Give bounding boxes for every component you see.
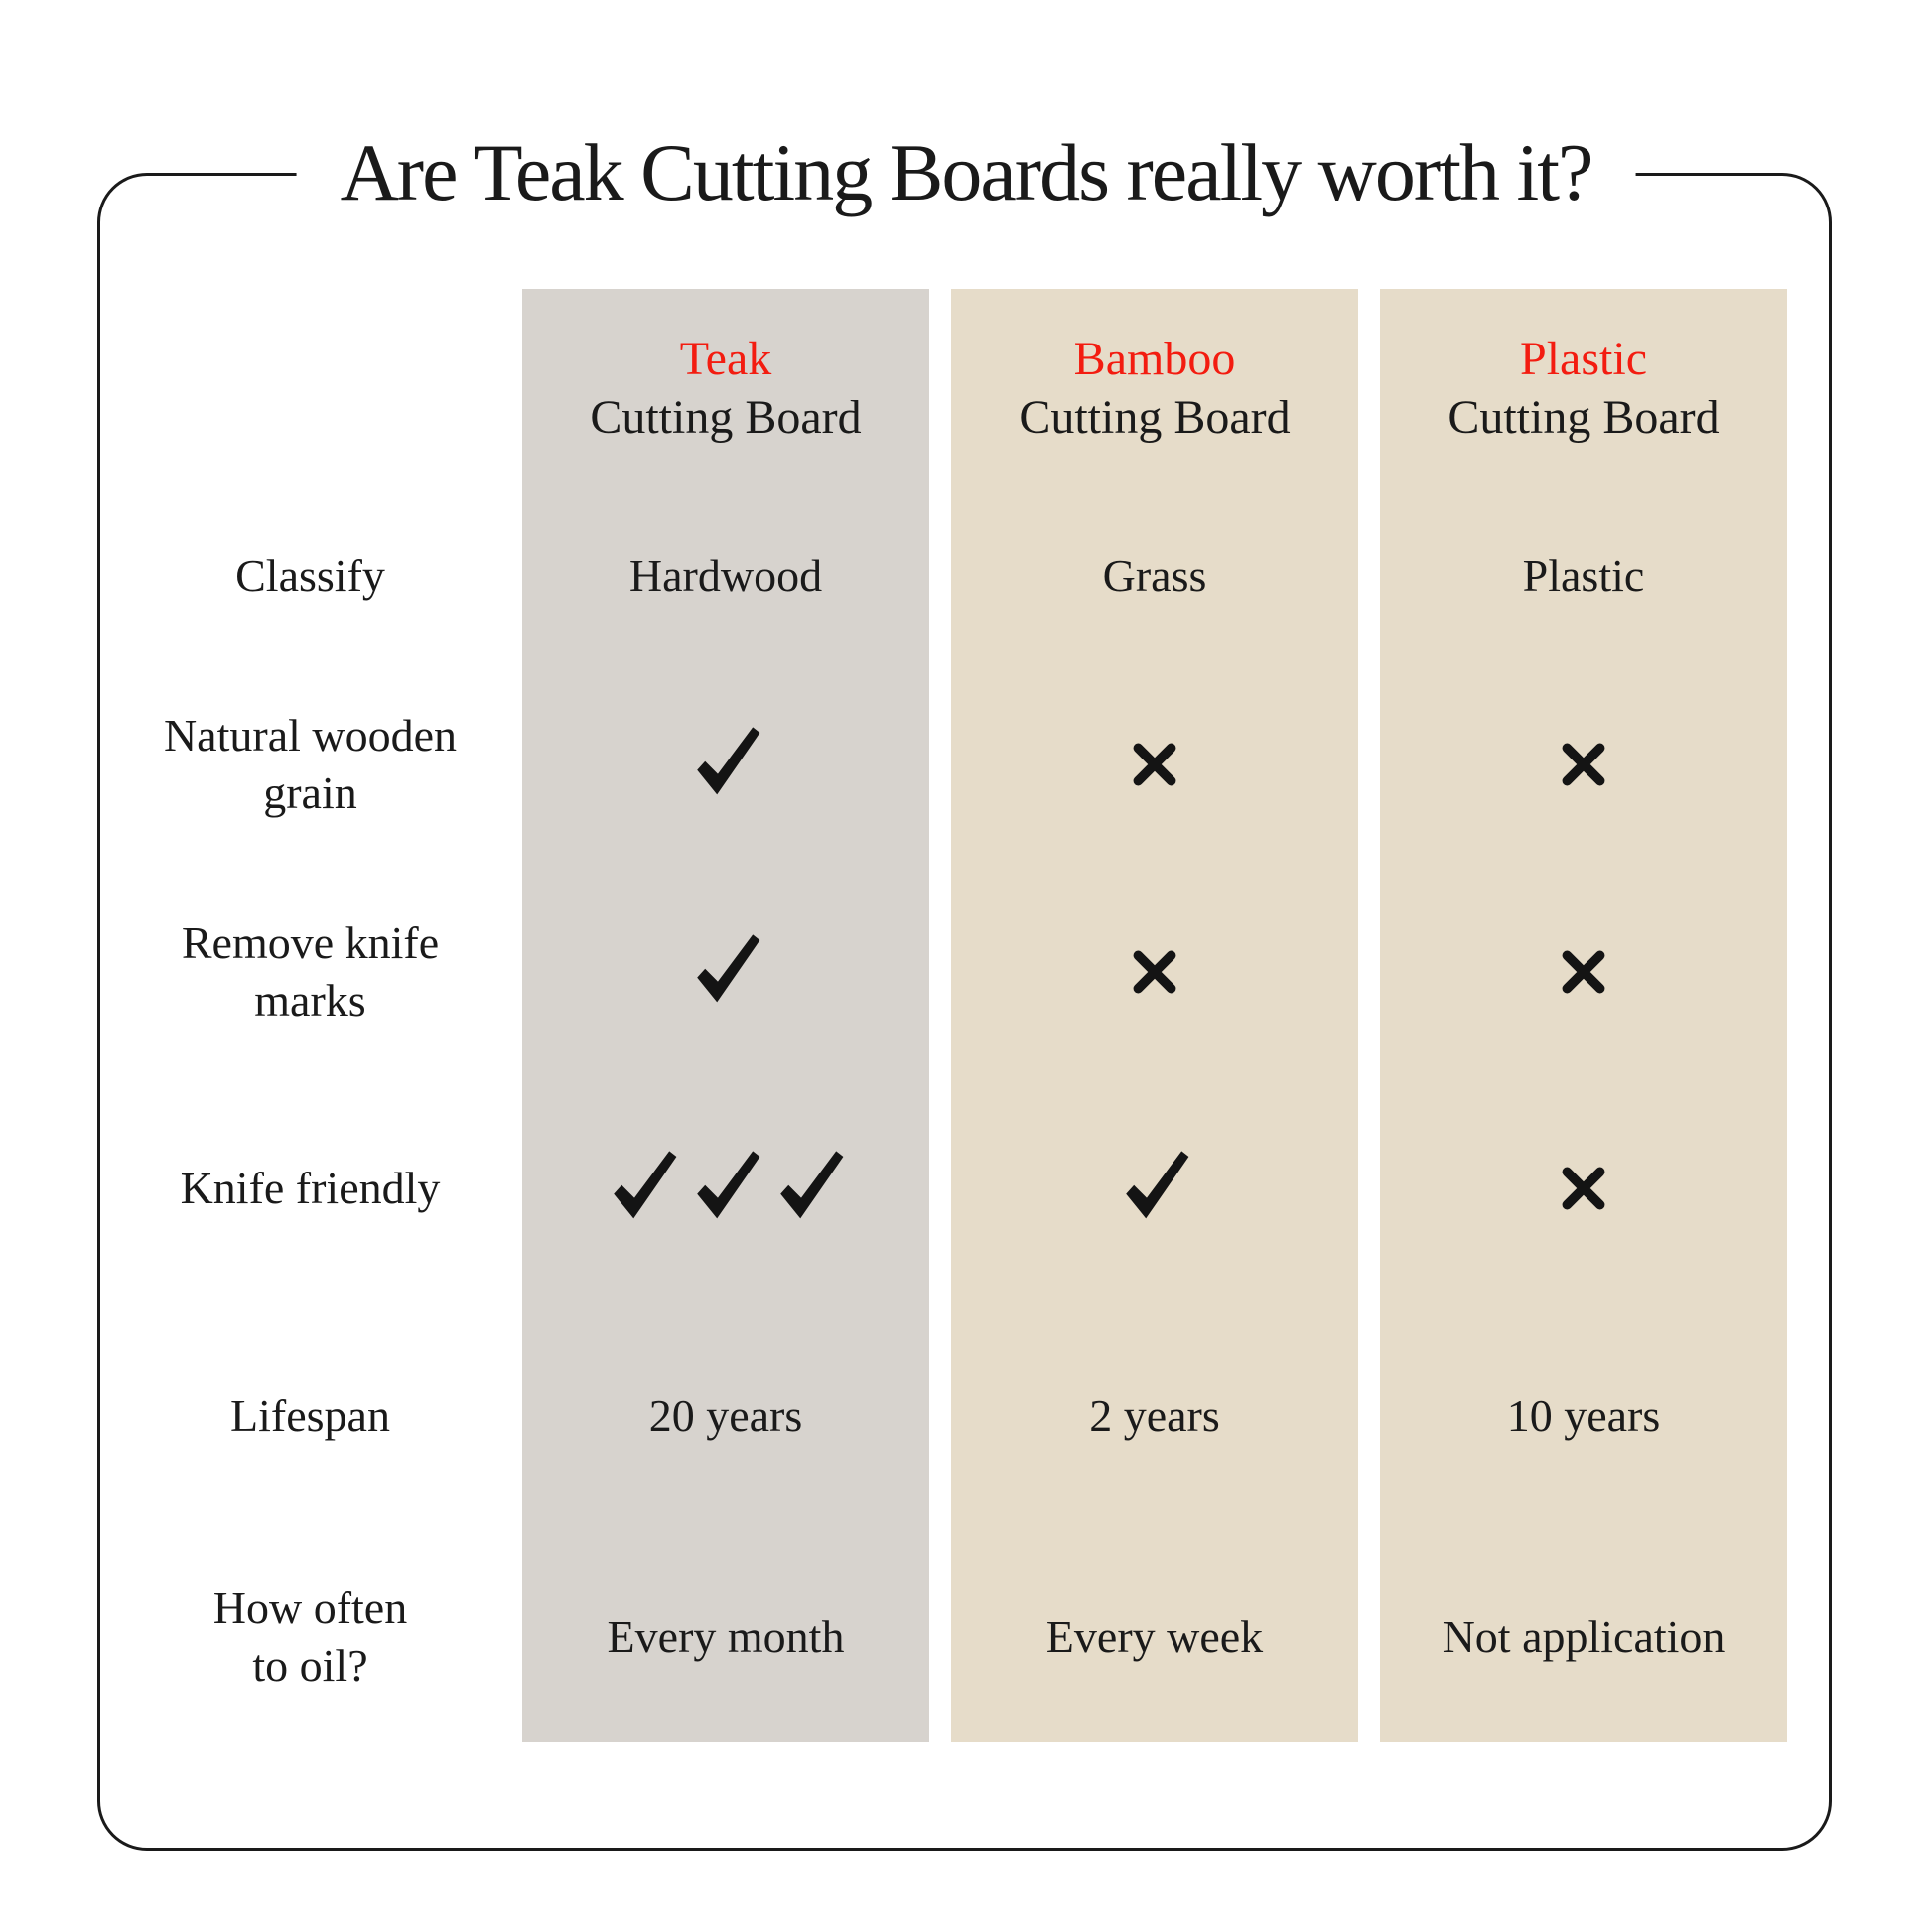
bamboo-column-background: [951, 289, 1358, 1742]
cell-lifespan-plastic: 10 years: [1506, 1390, 1661, 1441]
cell-grain-plastic: [1380, 662, 1787, 867]
column-subtitle-teak: Cutting Board: [590, 391, 862, 444]
check-icon: [697, 727, 760, 795]
cell-knife-teak: [522, 1077, 929, 1300]
column-name-bamboo: Bamboo: [1073, 333, 1236, 385]
cell-oil-plastic: Not application: [1442, 1611, 1725, 1662]
column-header-plastic: Plastic Cutting Board: [1380, 289, 1787, 489]
check-icon: [614, 1151, 677, 1219]
column-subtitle-bamboo: Cutting Board: [1019, 391, 1291, 444]
page-title: Are Teak Cutting Boards really worth it?: [296, 113, 1636, 232]
row-label-remove-knife-marks: Remove knife marks: [181, 917, 440, 1026]
cell-knife-plastic: [1380, 1077, 1787, 1300]
cell-grain-bamboo: [951, 662, 1358, 867]
column-header-bamboo: Bamboo Cutting Board: [951, 289, 1358, 489]
cell-marks-bamboo: [951, 867, 1358, 1077]
row-label-how-often-to-oil: How often to oil?: [212, 1583, 408, 1691]
cell-knife-bamboo: [951, 1077, 1358, 1300]
cell-lifespan-teak: 20 years: [648, 1390, 803, 1441]
cross-icon: [1552, 1157, 1615, 1220]
check-icon: [780, 1151, 844, 1219]
row-label-classify: Classify: [235, 550, 385, 601]
comparison-table: Teak Cutting Board Bamboo Cutting Board …: [98, 289, 1787, 1742]
cell-oil-teak: Every month: [607, 1611, 845, 1662]
column-name-teak: Teak: [679, 333, 772, 385]
check-icon: [1126, 1151, 1189, 1219]
cell-grain-teak: [522, 662, 929, 867]
teak-column-background: [522, 289, 929, 1742]
column-header-teak: Teak Cutting Board: [522, 289, 929, 489]
cell-lifespan-bamboo: 2 years: [1089, 1390, 1220, 1441]
cell-marks-plastic: [1380, 867, 1787, 1077]
cross-icon: [1123, 733, 1186, 796]
column-subtitle-plastic: Cutting Board: [1448, 391, 1720, 444]
cross-icon: [1123, 940, 1186, 1004]
cell-classify-plastic: Plastic: [1522, 550, 1645, 601]
cross-icon: [1552, 733, 1615, 796]
row-label-lifespan: Lifespan: [230, 1390, 390, 1441]
cell-classify-teak: Hardwood: [628, 550, 823, 601]
cross-icon: [1552, 940, 1615, 1004]
cell-classify-bamboo: Grass: [1102, 550, 1207, 601]
plastic-column-background: [1380, 289, 1787, 1742]
check-icon: [697, 934, 760, 1003]
cell-oil-bamboo: Every week: [1045, 1611, 1264, 1662]
check-icon: [697, 1151, 760, 1219]
row-label-knife-friendly: Knife friendly: [180, 1163, 441, 1213]
cell-marks-teak: [522, 867, 929, 1077]
row-label-natural-wooden-grain: Natural wooden grain: [163, 710, 458, 818]
column-name-plastic: Plastic: [1520, 333, 1647, 385]
